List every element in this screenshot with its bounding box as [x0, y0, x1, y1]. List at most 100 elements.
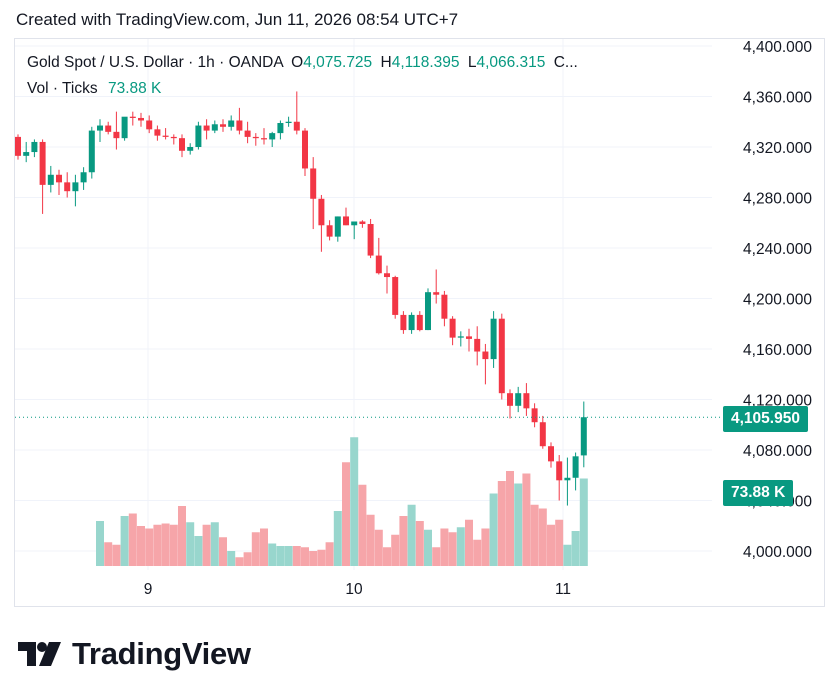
high-label: H [380, 54, 392, 71]
volume-bar [153, 524, 162, 566]
volume-bar [292, 546, 301, 566]
candle [15, 134, 21, 160]
candle [457, 331, 464, 347]
candle [515, 386, 522, 413]
candle [187, 143, 194, 155]
y-tick-label: 4,080.000 [743, 443, 812, 460]
candle [195, 121, 202, 150]
candle [302, 128, 308, 177]
volume-bar [251, 532, 260, 566]
candle [236, 107, 243, 135]
volume-bar [350, 437, 359, 566]
candle [482, 343, 489, 385]
y-tick-label: 4,280.000 [743, 191, 812, 208]
volume-value: 73.88 K [107, 80, 162, 97]
volume-bar [169, 524, 178, 566]
volume-bar [161, 523, 170, 566]
volume-bar [194, 536, 203, 566]
candle [261, 128, 267, 145]
volume-bar [399, 516, 408, 566]
candle [23, 141, 30, 163]
candle [408, 312, 415, 334]
tradingview-logo[interactable]: TradingView [18, 636, 251, 672]
volume-bar [120, 516, 129, 566]
low-value: 4,066.315 [476, 54, 546, 71]
x-tick-label: 9 [144, 581, 153, 598]
candle [113, 111, 120, 150]
volume-bar [547, 524, 555, 566]
volume-bar [563, 544, 572, 566]
candle [343, 207, 349, 226]
volume-bar [538, 508, 547, 566]
volume-legend: Vol · Ticks 73.88 K [27, 80, 161, 98]
high-value: 4,118.395 [391, 54, 460, 71]
candle [367, 218, 374, 259]
y-tick-label: 4,200.000 [743, 292, 812, 309]
volume-bar [145, 528, 154, 566]
volume-bar [333, 511, 342, 566]
volume-bar [366, 514, 375, 566]
axes: 4,000.0004,040.0004,080.0004,120.0004,16… [15, 39, 812, 598]
tradingview-logo-icon [18, 642, 61, 666]
candle [121, 116, 128, 141]
volume-bar [465, 519, 473, 566]
y-tick-label: 4,120.000 [743, 393, 812, 410]
candle [31, 139, 38, 158]
volume-bar [235, 557, 244, 566]
last-price-badge: 4,105.950 [723, 406, 808, 432]
volume-label[interactable]: Vol · Ticks [27, 80, 98, 97]
candle [269, 131, 276, 147]
y-tick-label: 4,160.000 [743, 342, 812, 359]
volume-bar [374, 529, 383, 566]
volume-bar [440, 528, 449, 566]
volume-bar [260, 528, 268, 566]
candle [474, 326, 481, 366]
candle [490, 311, 497, 368]
volume-bar [112, 544, 121, 566]
candle [88, 126, 95, 179]
candle [326, 220, 333, 241]
symbol-title[interactable]: Gold Spot / U.S. Dollar · 1h · OANDA [27, 54, 283, 71]
volume-badge: 73.88 K [723, 480, 794, 506]
volume-bar [243, 552, 252, 566]
candle [203, 119, 210, 140]
volume-bar [489, 493, 498, 566]
candle [277, 120, 284, 140]
candle [154, 125, 161, 141]
volume-bar [104, 542, 113, 566]
volume-bar [219, 537, 227, 566]
volume-bar [555, 519, 564, 566]
volume-bar [96, 521, 104, 566]
y-tick-label: 4,360.000 [743, 90, 812, 107]
volume-bar [276, 546, 285, 566]
logo-text: TradingView [72, 636, 251, 671]
volume-bar [497, 481, 506, 566]
symbol-legend: Gold Spot / U.S. Dollar · 1h · OANDA O 4,… [27, 54, 578, 72]
open-label: O [291, 54, 304, 71]
candle [146, 115, 153, 134]
candle [318, 194, 325, 252]
volume-bar [415, 521, 424, 566]
candle [334, 216, 341, 242]
volume-bar [210, 522, 219, 566]
volume-bar [481, 528, 490, 566]
candle [556, 455, 563, 501]
candle [179, 134, 185, 158]
candle [220, 119, 226, 132]
candle [572, 452, 579, 491]
volume-bar [383, 547, 391, 566]
candle [64, 172, 71, 198]
volume-bar [301, 547, 309, 566]
candle [384, 265, 390, 294]
volume-bar [137, 526, 145, 566]
candle [72, 174, 79, 207]
volume-bar [317, 549, 326, 566]
candle [425, 288, 431, 331]
volume-bar [202, 524, 211, 566]
volume-bar [358, 484, 367, 566]
candle [56, 169, 62, 195]
candle [416, 311, 423, 332]
candle [548, 442, 554, 468]
candle [47, 165, 54, 193]
